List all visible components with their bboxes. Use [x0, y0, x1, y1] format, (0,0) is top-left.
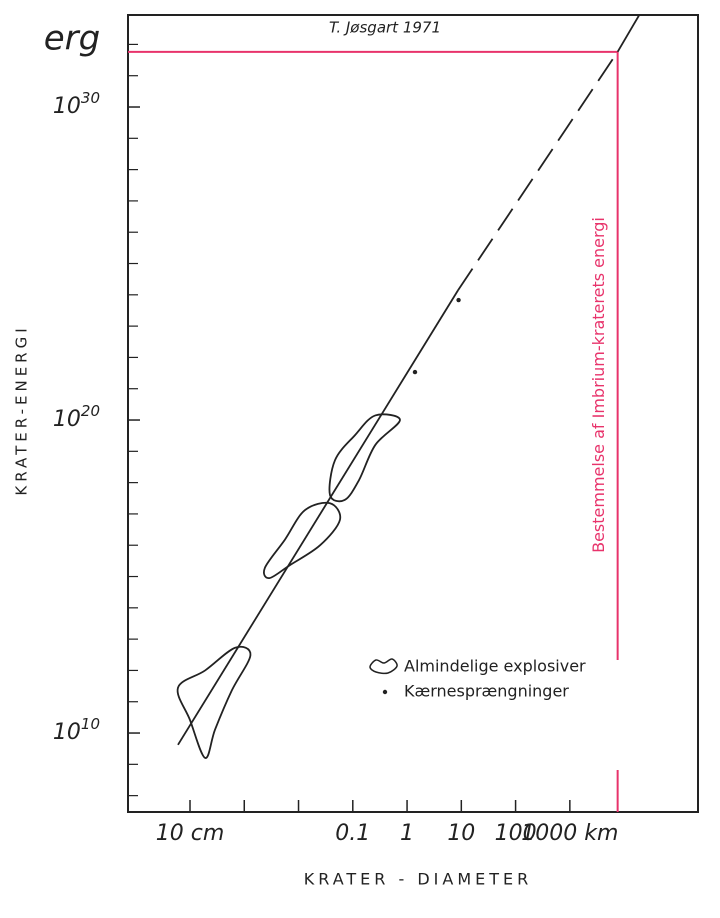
chart-title: T. Jøsgart 1971	[329, 19, 441, 37]
x-tick-label: 1	[400, 821, 414, 846]
y-tick-exponent: 30	[81, 89, 100, 107]
y-tick-base: 10	[53, 407, 81, 432]
explosive-region	[178, 647, 251, 758]
explosive-region	[264, 503, 340, 578]
y-tick-exponent: 10	[81, 715, 100, 733]
nuclear-point	[456, 298, 460, 302]
y-tick-label: 1010	[53, 715, 100, 746]
legend-label: Almindelige explosiver	[404, 657, 586, 676]
nuclear-point	[413, 370, 417, 374]
y-tick-base: 10	[53, 720, 81, 745]
legend-region-icon	[370, 659, 397, 673]
x-tick-label: 10	[447, 821, 475, 846]
fit-line	[618, 15, 640, 52]
explosive-region	[329, 414, 399, 501]
x-axis-label: KRATER - DIAMETER	[304, 870, 533, 889]
legend-point-icon	[383, 690, 387, 694]
y-tick-exponent: 20	[81, 402, 100, 420]
imbrium-label: Bestemmelse af Imbrium-kraterets energi	[589, 217, 608, 553]
x-tick-label: 10 cm	[156, 821, 225, 846]
legend-label: Kærnesprængninger	[404, 682, 569, 701]
y-tick-label: 1030	[53, 89, 100, 120]
fit-line	[178, 290, 458, 745]
y-unit: erg	[44, 19, 100, 59]
x-tick-label: 0.1	[335, 821, 370, 846]
y-axis-label: KRATER-ENERGI	[13, 324, 31, 495]
chart: T. Jøsgart 1971 erg KRATER-ENERGI KRATER…	[0, 0, 720, 918]
y-tick-label: 1020	[53, 402, 100, 433]
y-tick-base: 10	[53, 94, 81, 119]
x-tick-label: 1000 km	[521, 821, 618, 846]
fit-line-group	[178, 15, 639, 745]
